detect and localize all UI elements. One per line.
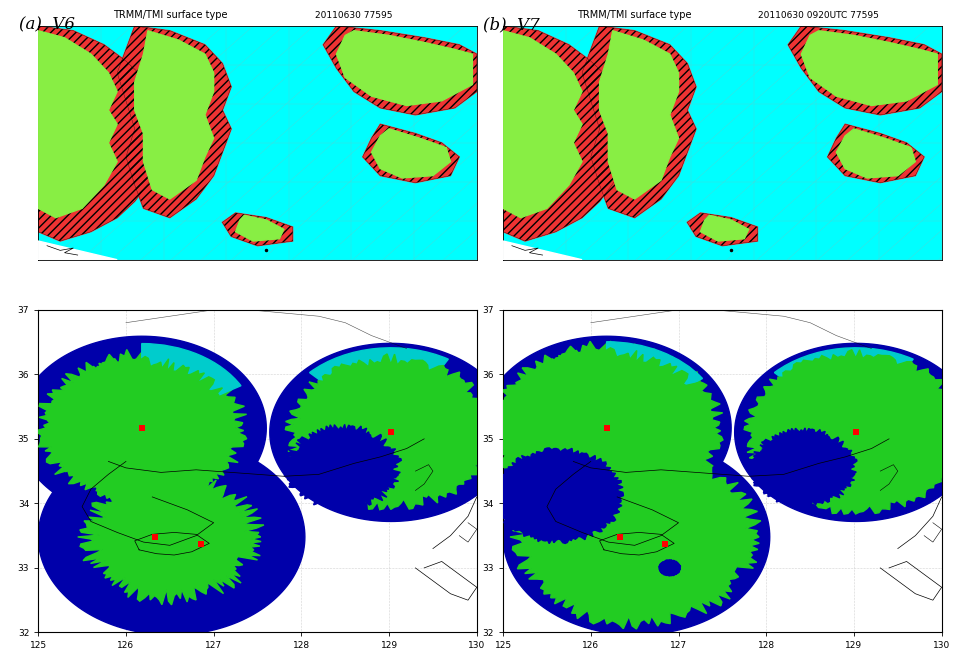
Polygon shape [323, 26, 477, 115]
Polygon shape [77, 469, 264, 605]
Text: TRMM/TMI surface type: TRMM/TMI surface type [113, 10, 228, 20]
Polygon shape [38, 31, 118, 218]
Polygon shape [734, 344, 956, 522]
Polygon shape [503, 31, 582, 218]
Polygon shape [362, 125, 459, 183]
Text: (a)  V6: (a) V6 [19, 16, 76, 33]
Polygon shape [38, 439, 305, 635]
Text: (b)  V7: (b) V7 [483, 16, 539, 33]
Text: TRMM/TMI surface type: TRMM/TMI surface type [577, 10, 692, 20]
Polygon shape [788, 26, 942, 115]
Polygon shape [510, 445, 761, 629]
Wedge shape [774, 348, 913, 432]
Text: 20110630 77595: 20110630 77595 [315, 11, 393, 20]
Polygon shape [284, 424, 402, 512]
Polygon shape [701, 215, 749, 241]
Polygon shape [285, 354, 496, 510]
Polygon shape [503, 439, 770, 635]
Polygon shape [497, 348, 717, 507]
Polygon shape [582, 26, 696, 218]
Polygon shape [659, 560, 681, 576]
Polygon shape [235, 215, 284, 241]
Polygon shape [135, 31, 213, 199]
Polygon shape [599, 31, 679, 199]
Text: 20110630 0920UTC 77595: 20110630 0920UTC 77595 [758, 11, 880, 20]
Polygon shape [337, 31, 472, 106]
Wedge shape [607, 342, 703, 428]
Polygon shape [118, 26, 231, 218]
Polygon shape [372, 129, 450, 178]
Polygon shape [482, 336, 731, 520]
Polygon shape [828, 125, 924, 183]
Polygon shape [44, 357, 240, 498]
Polygon shape [270, 344, 511, 522]
Polygon shape [744, 349, 956, 514]
Polygon shape [503, 241, 582, 259]
Polygon shape [836, 129, 915, 178]
Polygon shape [36, 349, 247, 507]
Polygon shape [493, 448, 623, 544]
Polygon shape [38, 26, 161, 241]
Polygon shape [223, 213, 293, 246]
Polygon shape [489, 342, 723, 515]
Polygon shape [750, 428, 857, 508]
Polygon shape [38, 241, 118, 259]
Polygon shape [801, 31, 937, 106]
Polygon shape [586, 493, 613, 513]
Polygon shape [17, 336, 267, 520]
Polygon shape [503, 26, 626, 241]
Polygon shape [687, 213, 757, 246]
Wedge shape [310, 348, 448, 432]
Wedge shape [141, 344, 241, 428]
